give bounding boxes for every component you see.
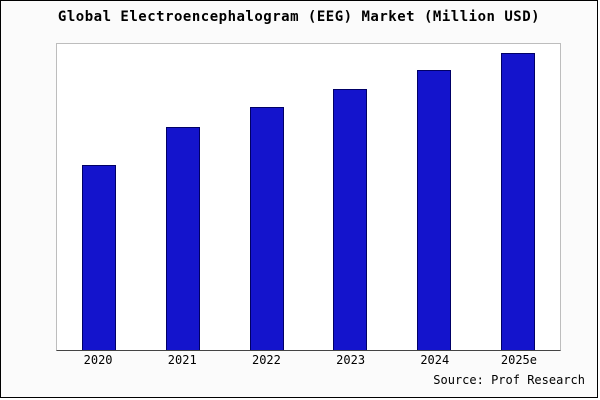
bar-2024 [417, 69, 452, 350]
bar-slot-2023 [308, 44, 392, 350]
x-tick-label-2020: 2020 [83, 353, 113, 367]
bar-slot-2021 [141, 44, 225, 350]
bar-2020 [81, 164, 116, 350]
bar-slot-2024 [392, 44, 476, 350]
bars-container [57, 44, 560, 350]
chart-title: Global Electroencephalogram (EEG) Market… [57, 9, 541, 25]
bar-2023 [333, 88, 368, 350]
x-tick-label-2021: 2021 [167, 353, 197, 367]
source-caption: Source: Prof Research [433, 373, 585, 387]
bar-2022 [249, 107, 284, 350]
bar-2021 [165, 127, 200, 350]
bar-slot-2025e [476, 44, 560, 350]
plot-area [56, 43, 561, 351]
bar-2025e [501, 53, 536, 350]
x-tick-label-2024: 2024 [420, 353, 450, 367]
x-tick-label-2025e: 2025e [500, 353, 537, 367]
bar-slot-2022 [225, 44, 309, 350]
x-axis-labels: 2020 2021 2022 2023 2024 2025e [56, 353, 561, 367]
bar-slot-2020 [57, 44, 141, 350]
x-tick-label-2022: 2022 [251, 353, 281, 367]
x-tick-label-2023: 2023 [336, 353, 366, 367]
